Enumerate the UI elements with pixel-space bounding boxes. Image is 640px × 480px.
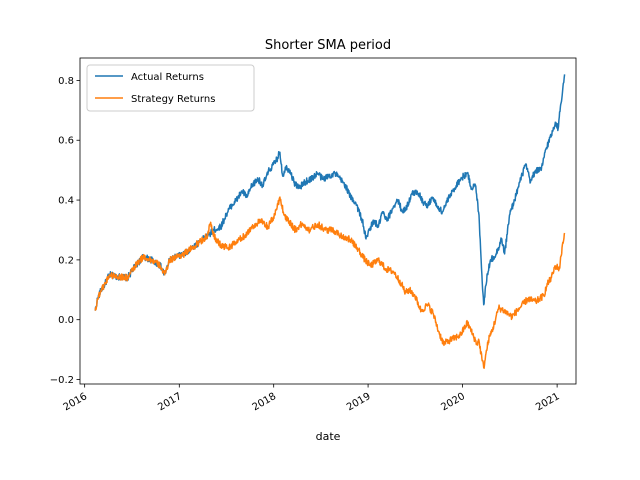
legend-label: Strategy Returns bbox=[131, 94, 215, 105]
series-layer bbox=[94, 74, 566, 369]
y-tick-label: −0.2 bbox=[50, 375, 74, 386]
y-tick-label: 0.4 bbox=[58, 196, 74, 207]
legend: Actual Returns Strategy Returns bbox=[86, 64, 255, 112]
chart-title: Shorter SMA period bbox=[265, 38, 391, 53]
legend-label: Actual Returns bbox=[131, 72, 204, 83]
y-axis: −0.2 0.0 0.2 0.4 0.6 0.8 bbox=[50, 76, 80, 386]
y-tick-label: 0.8 bbox=[58, 76, 74, 87]
y-tick-label: 0.0 bbox=[58, 315, 74, 326]
series-line-strategy-returns bbox=[94, 196, 566, 369]
legend-box bbox=[86, 64, 255, 112]
y-tick-label: 0.6 bbox=[58, 136, 74, 147]
plot-frame bbox=[79, 57, 577, 385]
x-axis-title: date bbox=[316, 430, 341, 443]
y-tick-label: 0.2 bbox=[58, 255, 74, 266]
